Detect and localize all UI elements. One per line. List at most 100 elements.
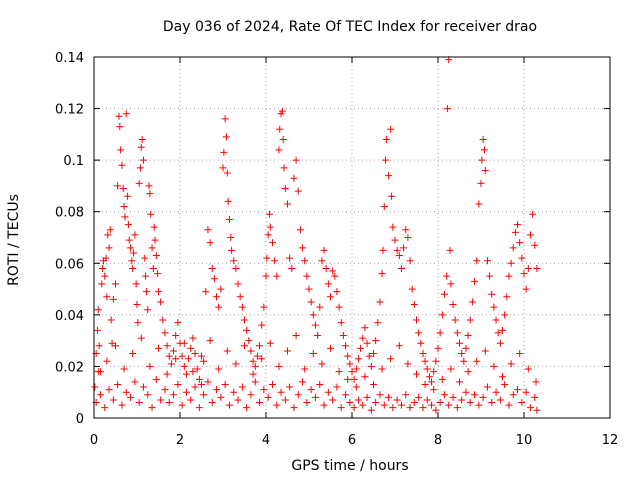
data-point-plus: [101, 272, 109, 280]
data-point-plus: [415, 393, 423, 401]
data-point-plus: [456, 378, 463, 386]
data-point-plus: [127, 393, 135, 401]
data-point-plus: [516, 239, 524, 247]
data-point-plus: [309, 311, 317, 319]
data-point-plus: [288, 264, 296, 272]
data-point-plus: [219, 164, 227, 172]
data-point-plus: [447, 365, 455, 373]
data-point-plus: [299, 378, 307, 386]
data-point-plus: [499, 326, 506, 334]
data-point-plus: [376, 298, 384, 306]
data-point-plus: [94, 306, 102, 314]
data-point-plus: [294, 187, 302, 195]
data-point-plus: [385, 393, 393, 401]
data-point-plus: [178, 352, 186, 360]
data-point-plus: [499, 373, 506, 381]
data-point-plus: [178, 401, 186, 409]
data-point-plus: [518, 254, 526, 262]
data-point-plus: [157, 298, 165, 306]
data-point-plus: [395, 252, 403, 260]
data-point-plus: [187, 344, 195, 352]
data-point-plus: [281, 396, 289, 404]
data-point-plus: [98, 280, 106, 288]
data-point-plus: [483, 257, 491, 265]
data-point-plus: [531, 241, 539, 249]
data-point-plus: [286, 383, 294, 391]
data-point-plus: [415, 329, 423, 337]
data-point-plus: [352, 365, 360, 373]
y-tick-label: 0.12: [55, 103, 84, 118]
data-point-plus: [204, 378, 212, 386]
data-point-plus: [496, 339, 504, 347]
data-point-plus: [333, 383, 341, 391]
data-point-plus: [324, 280, 332, 288]
x-tick-label: 12: [602, 433, 619, 448]
data-point-plus: [449, 301, 457, 309]
data-point-plus: [165, 352, 173, 360]
data-point-plus: [522, 388, 530, 396]
data-point-plus: [483, 383, 491, 391]
data-point-plus: [138, 136, 146, 144]
data-point-plus: [372, 337, 380, 345]
data-point-plus: [481, 347, 489, 355]
data-point-plus: [434, 344, 442, 352]
data-point-plus: [105, 244, 113, 252]
data-point-plus: [129, 350, 137, 358]
data-point-plus: [135, 399, 143, 407]
data-point-plus: [490, 303, 498, 311]
data-point-plus: [112, 342, 119, 350]
data-point-plus: [374, 319, 382, 327]
data-point-plus: [234, 396, 242, 404]
data-point-plus: [516, 350, 524, 358]
data-point-plus: [344, 375, 352, 383]
data-point-plus: [462, 388, 470, 396]
data-point-plus: [95, 342, 103, 350]
data-point-plus: [479, 136, 487, 144]
data-point-plus: [284, 200, 291, 208]
data-point-plus: [430, 368, 438, 376]
data-point-plus: [206, 239, 214, 247]
data-point-plus: [258, 355, 266, 363]
data-point-plus: [324, 388, 332, 396]
data-point-plus: [372, 399, 380, 407]
data-point-plus: [344, 352, 352, 360]
data-point-plus: [496, 396, 504, 404]
data-point-plus: [363, 393, 371, 401]
data-point-plus: [215, 365, 223, 373]
data-point-plus: [296, 226, 304, 234]
data-point-plus: [354, 396, 362, 404]
data-point-plus: [208, 264, 216, 272]
data-point-plus: [307, 386, 315, 394]
data-point-plus: [350, 375, 358, 383]
data-point-plus: [174, 380, 182, 388]
data-point-plus: [367, 406, 375, 414]
data-point-plus: [380, 203, 388, 211]
data-point-plus: [103, 293, 111, 301]
data-point-plus: [120, 203, 128, 211]
data-point-plus: [406, 404, 414, 412]
y-tick-label: 0.06: [55, 257, 84, 272]
data-point-plus: [275, 146, 283, 154]
data-point-plus: [335, 303, 343, 311]
data-point-plus: [511, 228, 519, 236]
data-point-plus: [423, 396, 431, 404]
data-point-plus: [154, 270, 162, 278]
data-point-plus: [114, 182, 122, 190]
data-point-plus: [161, 329, 169, 337]
x-tick-label: 10: [516, 433, 533, 448]
data-point-plus: [478, 156, 486, 164]
data-point-plus: [488, 399, 496, 407]
data-point-plus: [152, 252, 160, 260]
data-point-plus: [367, 362, 375, 370]
data-point-plus: [346, 399, 354, 407]
data-point-plus: [149, 264, 157, 272]
data-point-plus: [121, 213, 129, 221]
data-point-plus: [376, 391, 384, 399]
data-point-plus: [245, 337, 253, 345]
data-point-plus: [96, 391, 104, 399]
data-point-plus: [410, 399, 418, 407]
data-point-plus: [335, 368, 343, 376]
data-point-plus: [91, 383, 99, 391]
data-point-plus: [185, 355, 193, 363]
data-point-plus: [309, 350, 317, 358]
